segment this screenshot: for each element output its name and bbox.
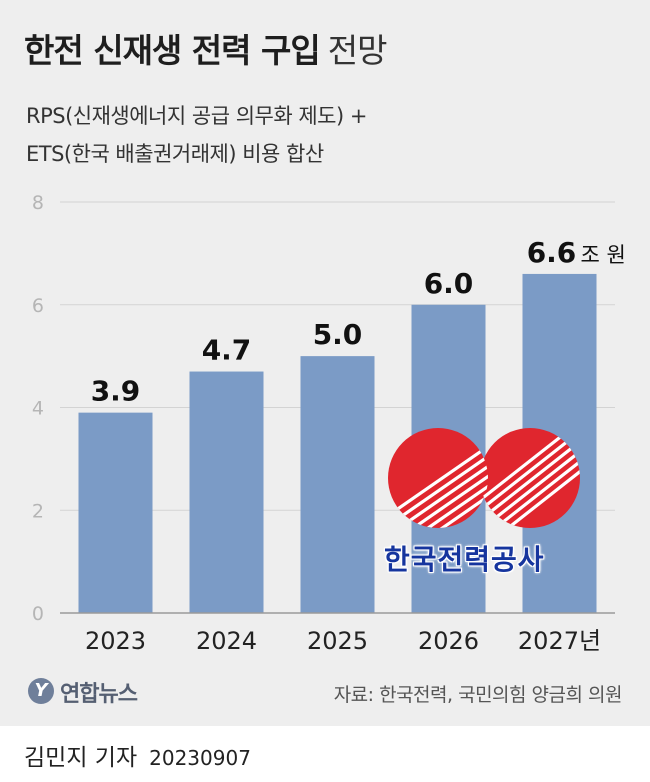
infographic-panel: 한전 신재생 전력 구입 전망 RPS(신재생에너지 공급 의무화 제도) + E… bbox=[0, 0, 650, 726]
y-tick-label: 0 bbox=[32, 603, 44, 625]
title-light: 전망 bbox=[327, 31, 388, 70]
bar-value-label: 4.7 bbox=[202, 334, 252, 367]
y-tick-label: 4 bbox=[32, 398, 44, 420]
x-tick-label: 2026 bbox=[418, 627, 479, 655]
bar bbox=[300, 356, 375, 613]
publish-date: 20230907 bbox=[149, 746, 251, 770]
reporter-name: 김민지 기자 bbox=[24, 745, 138, 771]
bar bbox=[189, 371, 264, 613]
unit-label: 조 원 bbox=[581, 243, 626, 267]
bar bbox=[78, 412, 153, 613]
yonhap-name: 연합뉴스 bbox=[60, 682, 138, 707]
subtitle-line-1: RPS(신재생에너지 공급 의무화 제도) + bbox=[26, 104, 367, 128]
kepco-logo-text: 한국전력공사 bbox=[384, 543, 545, 576]
bar-value-label: 6.0 bbox=[424, 267, 474, 300]
x-tick-label: 2024 bbox=[196, 627, 257, 655]
byline: 김민지 기자 20230907 bbox=[24, 738, 251, 772]
kepco-logo bbox=[388, 428, 580, 528]
subtitle-line-2: ETS(한국 배출권거래제) 비용 합산 bbox=[26, 142, 324, 166]
source-note: 자료: 한국전력, 국민의힘 양금희 의원 bbox=[333, 684, 623, 706]
bar-value-label: 6.6 bbox=[527, 236, 577, 269]
y-tick-label: 8 bbox=[32, 192, 44, 214]
bar-value-label: 3.9 bbox=[91, 375, 141, 408]
x-tick-label: 2023 bbox=[85, 627, 146, 655]
bar-value-label: 5.0 bbox=[313, 318, 363, 351]
chart-title: 한전 신재생 전력 구입 전망 bbox=[24, 24, 388, 72]
title-bold: 한전 신재생 전력 구입 bbox=[24, 31, 321, 70]
yonhap-mark-icon: Y bbox=[28, 678, 54, 704]
y-tick-label: 6 bbox=[32, 295, 44, 317]
y-tick-label: 2 bbox=[32, 500, 44, 522]
x-tick-label: 2025 bbox=[307, 627, 368, 655]
x-tick-label: 2027년 bbox=[518, 627, 601, 655]
